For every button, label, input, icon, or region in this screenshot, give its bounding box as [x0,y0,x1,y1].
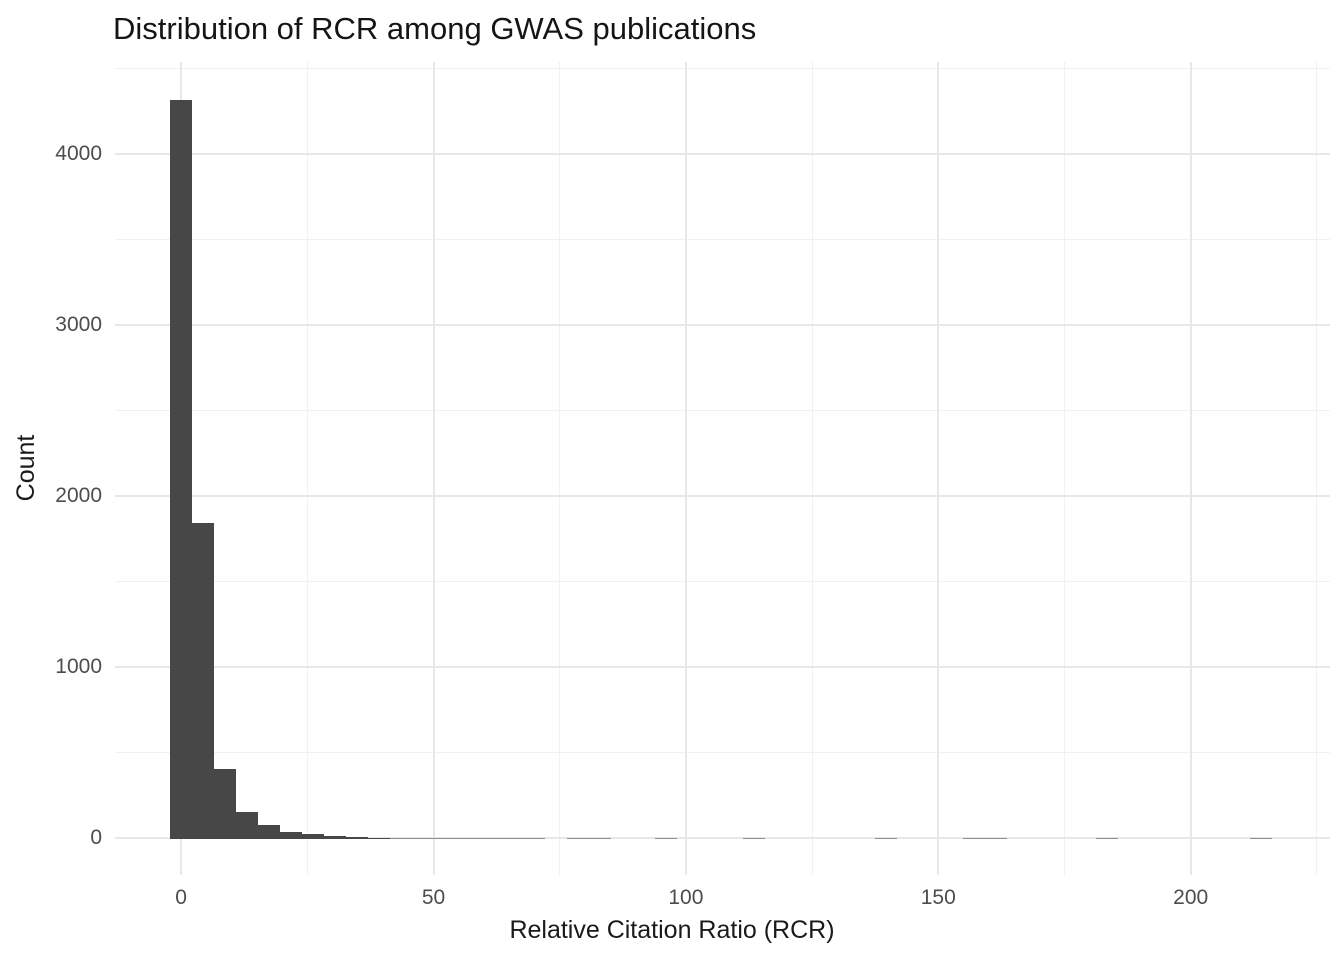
x-tick-label: 200 [1173,886,1209,909]
histogram-bar [346,836,369,840]
y-major-gridline [115,323,1330,326]
histogram-bar [963,837,986,840]
x-minor-gridline [306,62,308,875]
y-major-gridline [115,152,1330,155]
histogram-bar [478,837,501,840]
y-minor-gridline [115,67,1330,69]
histogram-bar [236,811,259,840]
histogram-bar [522,837,545,840]
histogram-bar [192,522,215,840]
histogram-bar [1249,837,1272,840]
histogram-bar [280,831,303,840]
y-tick-label: 3000 [55,312,102,336]
histogram-bar [875,837,898,840]
histogram-bar [170,99,193,840]
x-minor-gridline [811,62,813,875]
histogram-bar [302,833,325,840]
histogram-bar [456,837,479,840]
y-axis-title: Count [12,434,40,502]
histogram-bar [654,837,677,840]
plot-panel [115,62,1330,875]
x-minor-gridline [1316,62,1318,875]
histogram-bar [985,837,1008,840]
histogram-bar [368,837,391,840]
histogram-bar [324,835,347,840]
x-major-gridline [937,62,940,875]
y-major-gridline [115,665,1330,668]
histogram-bar [566,837,589,840]
histogram-bar [588,837,611,840]
y-tick-label: 0 [90,826,102,850]
x-axis-title: Relative Citation Ratio (RCR) [0,916,1344,945]
y-minor-gridline [115,238,1330,240]
histogram-bar [434,837,457,840]
y-major-gridline [115,494,1330,497]
x-axis-title-text: Relative Citation Ratio (RCR) [509,916,835,944]
x-tick-label: 150 [920,886,956,909]
y-tick-label: 4000 [55,141,102,165]
histogram-bar [214,768,237,840]
histogram-bar [412,837,435,840]
x-tick-label: 50 [421,886,446,909]
x-minor-gridline [1063,62,1065,875]
x-tick-label: 100 [668,886,704,909]
histogram-bar [390,837,413,840]
histogram-bar [1095,837,1118,840]
y-minor-gridline [115,580,1330,582]
histogram-bar [258,825,281,840]
y-tick-label: 2000 [55,483,102,507]
y-minor-gridline [115,752,1330,753]
histogram-bar [742,837,766,840]
x-tick-label: 0 [175,886,187,909]
y-minor-gridline [115,409,1330,411]
x-major-gridline [1189,62,1192,875]
x-major-gridline [432,62,435,875]
histogram-bar [500,837,523,840]
y-tick-label: 1000 [55,654,102,678]
x-major-gridline [684,62,687,875]
x-minor-gridline [559,62,561,875]
plot-title: Distribution of RCR among GWAS publicati… [113,11,757,46]
y-major-gridline [115,837,1330,840]
